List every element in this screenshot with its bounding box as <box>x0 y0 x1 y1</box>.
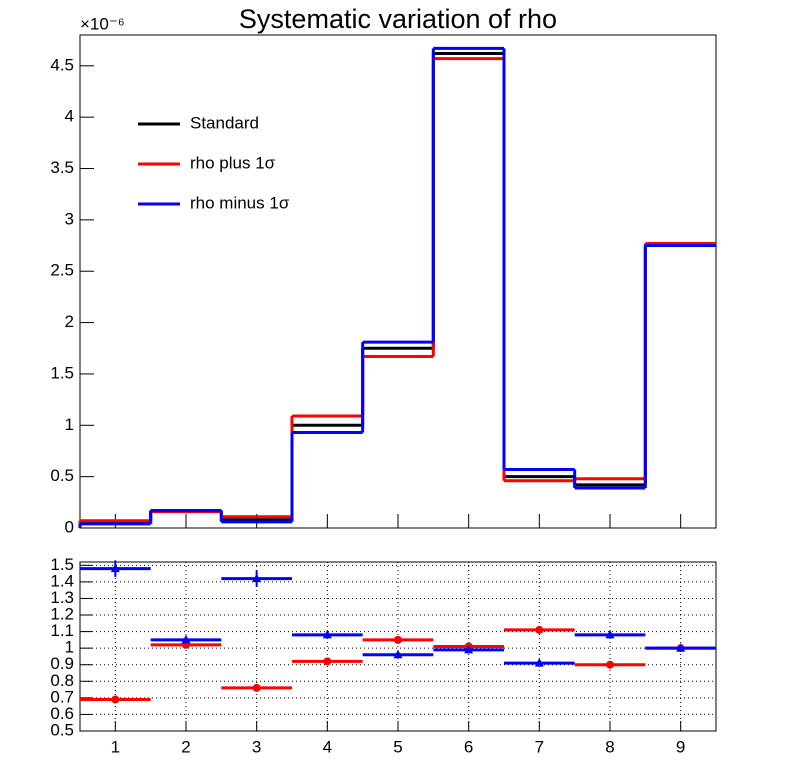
y-tick-label: 0.9 <box>50 654 74 673</box>
x-tick-label: 8 <box>605 737 614 756</box>
y-tick-label: 0.6 <box>50 704 74 723</box>
x-tick-label: 1 <box>111 737 120 756</box>
x-tick-label: 2 <box>181 737 190 756</box>
point <box>252 573 262 583</box>
y-tick-label: 3 <box>65 209 74 228</box>
legend-label: Standard <box>190 113 259 132</box>
y-tick-label: 4.5 <box>50 55 74 74</box>
point <box>181 634 191 644</box>
x-tick-label: 7 <box>535 737 544 756</box>
y-tick-label: 2 <box>65 312 74 331</box>
point <box>606 660 614 669</box>
point <box>605 629 615 639</box>
x-tick-label: 9 <box>676 737 685 756</box>
point <box>323 657 332 666</box>
y-tick-label: 0 <box>65 517 74 536</box>
y-tick-label: 2.5 <box>50 261 74 280</box>
x-tick-label: 3 <box>252 737 261 756</box>
y-tick-label: 4 <box>65 107 74 126</box>
y-tick-label: 3.5 <box>50 158 74 177</box>
y-tick-label: 0.7 <box>50 687 74 706</box>
x-tick-label: 4 <box>323 737 332 756</box>
y-tick-label: 1.3 <box>50 588 74 607</box>
chart-title: Systematic variation of rho <box>239 4 557 34</box>
point <box>676 643 686 652</box>
y-tick-label: 1.1 <box>50 621 74 640</box>
y-tick-label: 1.4 <box>50 571 74 590</box>
point <box>464 644 474 654</box>
point <box>534 658 544 667</box>
legend-label: rho minus 1σ <box>190 193 290 212</box>
y-tick-label: 0.8 <box>50 671 74 690</box>
point <box>322 629 332 639</box>
point <box>394 635 402 644</box>
y-tick-label: 1.2 <box>50 605 74 624</box>
x-tick-label: 5 <box>393 737 402 756</box>
y-tick-label: 1.5 <box>50 555 74 574</box>
x-tick-label: 6 <box>464 737 473 756</box>
y-tick-label: 1 <box>65 638 74 657</box>
y-tick-label: 1 <box>65 415 74 434</box>
point <box>111 695 120 704</box>
point <box>535 625 544 634</box>
point <box>110 563 120 573</box>
point <box>393 649 403 659</box>
legend-label: rho plus 1σ <box>190 153 276 172</box>
y-tick-label: 1.5 <box>50 363 74 382</box>
point <box>252 683 261 692</box>
y-scale-label: ×10⁻⁶ <box>80 14 125 33</box>
y-tick-label: 0.5 <box>50 466 74 485</box>
y-tick-label: 0.5 <box>50 720 74 739</box>
